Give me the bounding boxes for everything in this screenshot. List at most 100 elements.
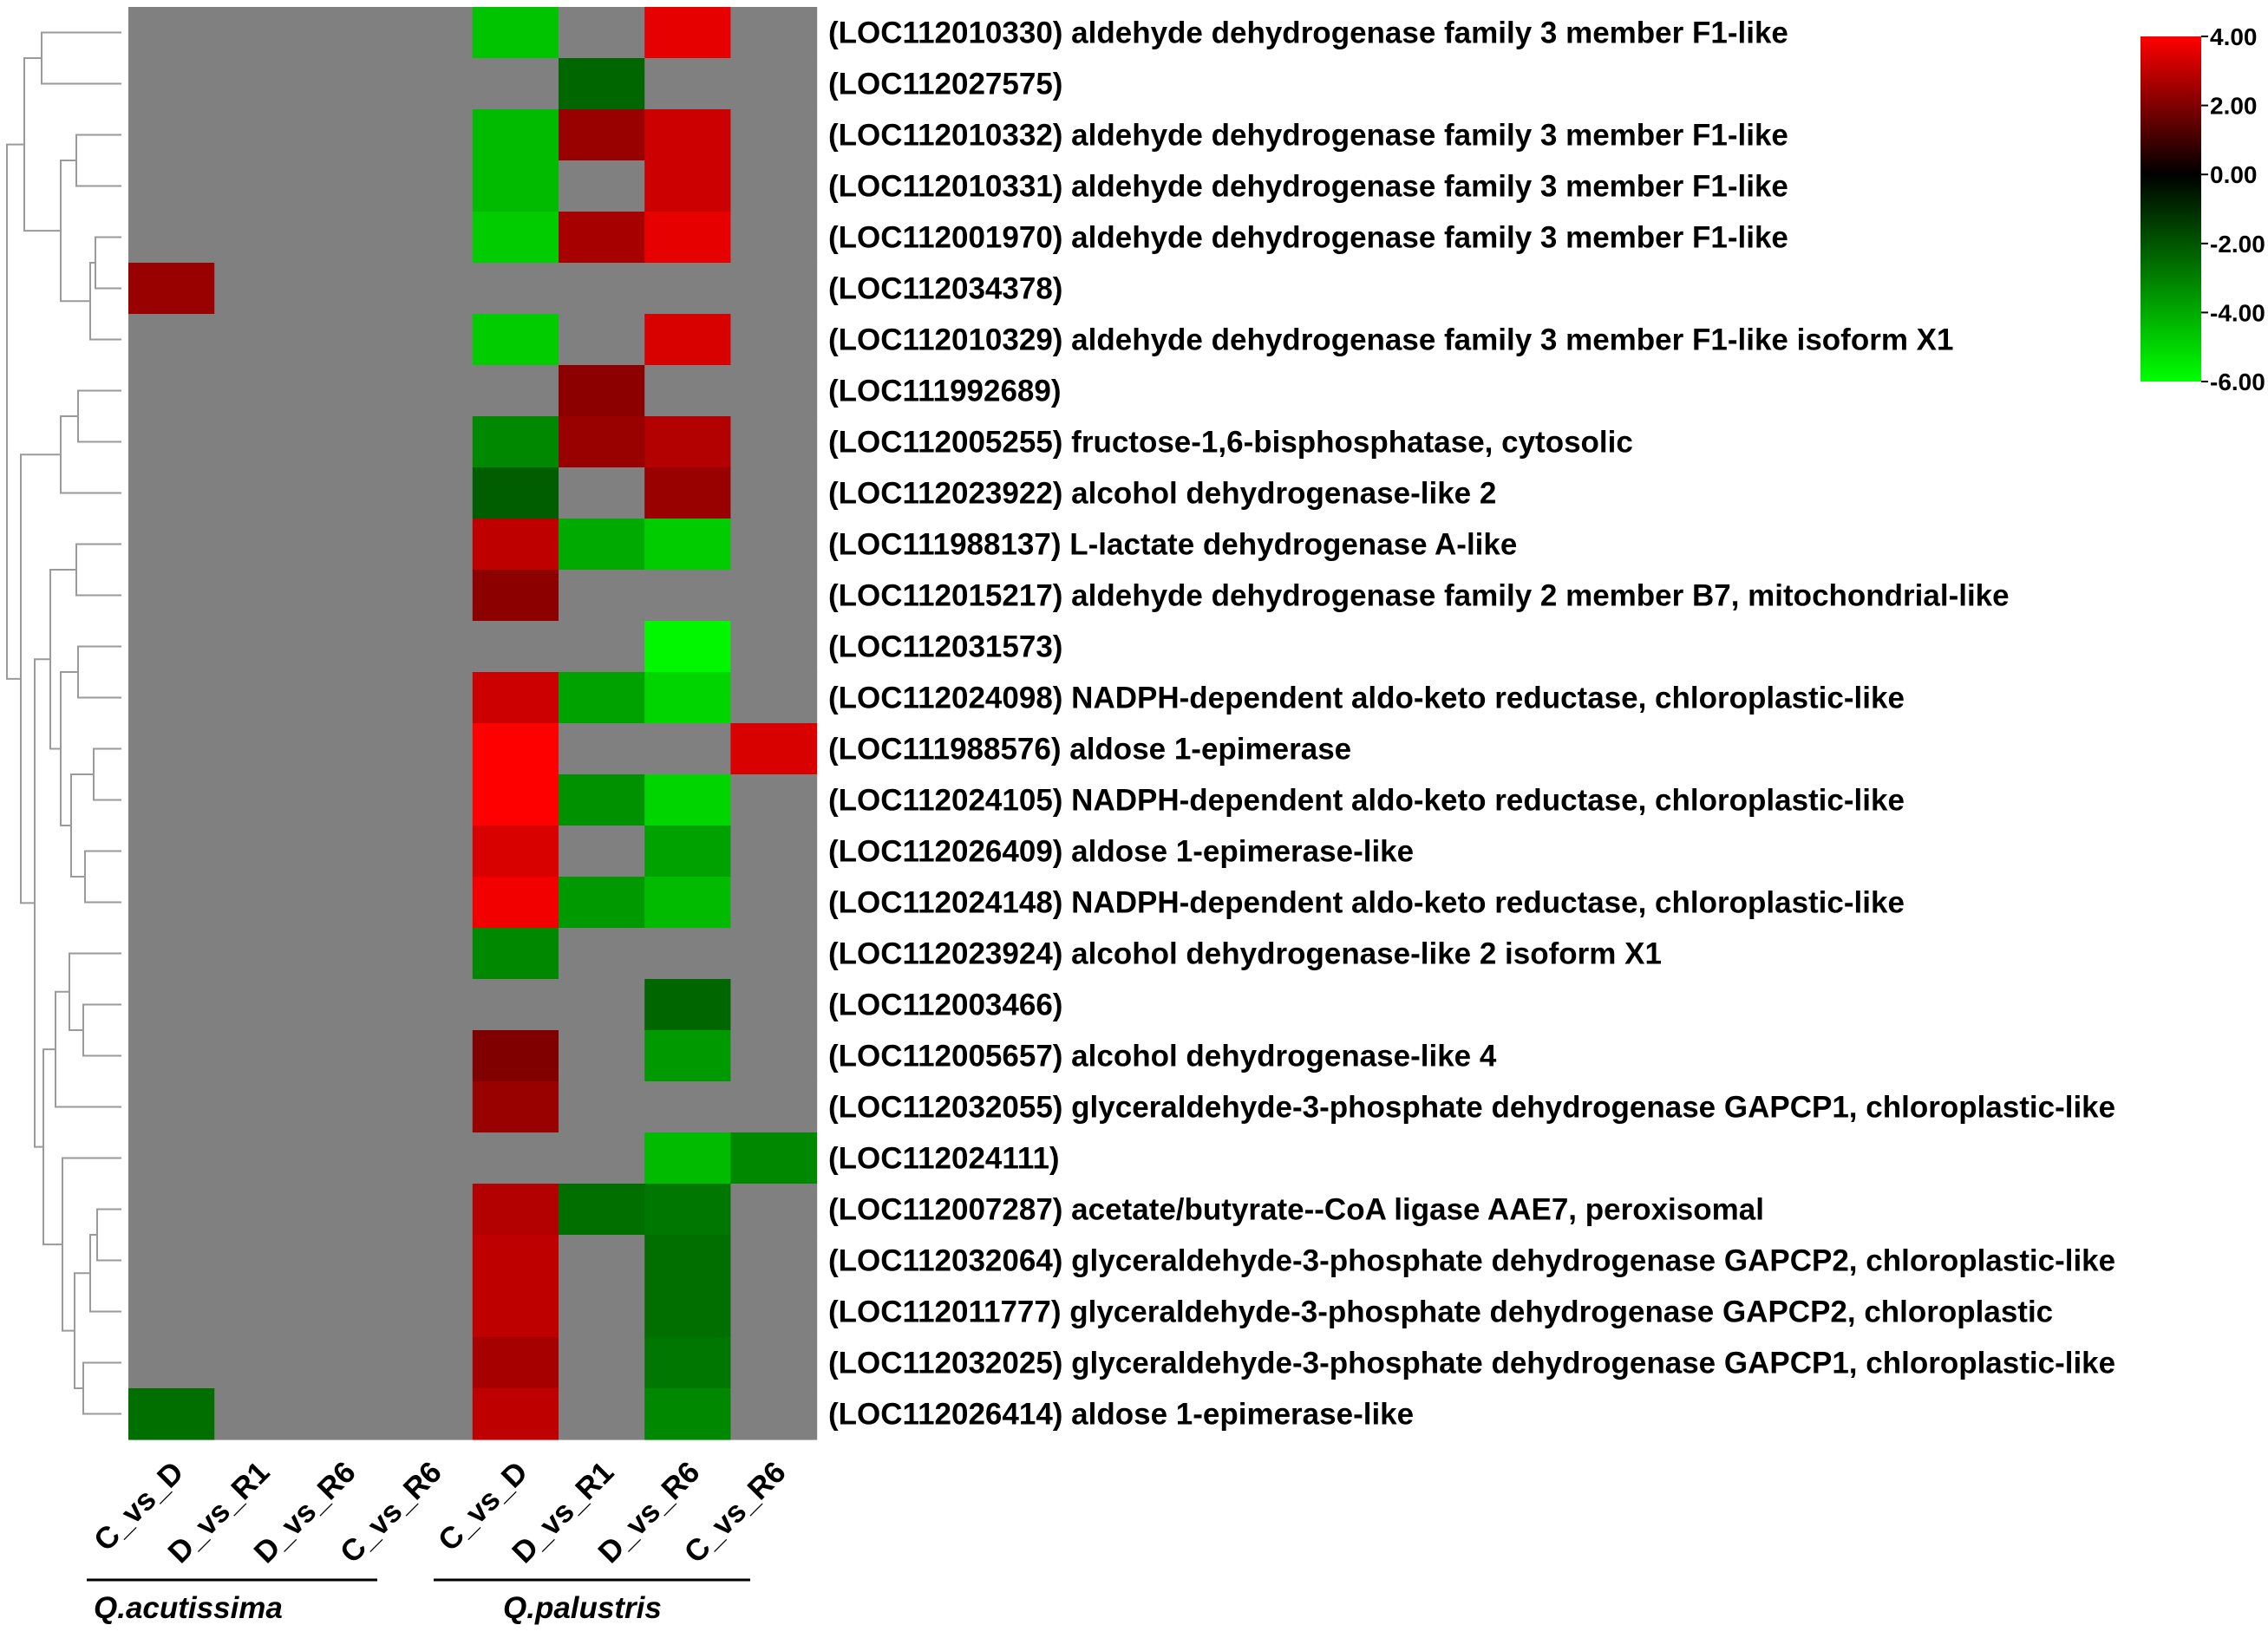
- row-dendrogram: [6, 31, 121, 1415]
- row-label: (LOC112007287) acetate/butyrate--CoA lig…: [828, 1193, 1764, 1227]
- heatmap-cell: [128, 826, 215, 878]
- heatmap-cell: [559, 570, 645, 622]
- heatmap-cell: [128, 570, 215, 622]
- heatmap-cell: [644, 58, 731, 110]
- heatmap-cell: [730, 7, 818, 59]
- heatmap-cell: [559, 1030, 645, 1082]
- heatmap-cell: [214, 877, 301, 929]
- heatmap-cell: [128, 263, 215, 315]
- heatmap-cell: [472, 1235, 559, 1287]
- dendrogram-branch: [84, 850, 121, 904]
- heatmap-cell: [644, 160, 731, 212]
- heatmap-cell: [300, 570, 388, 622]
- heatmap-cell: [214, 1081, 301, 1133]
- row-label: (LOC112032055) glyceraldehyde-3-phosphat…: [828, 1091, 2115, 1125]
- heatmap-cell: [386, 928, 474, 980]
- heatmap-cell: [128, 672, 215, 724]
- heatmap-cell: [472, 109, 559, 161]
- heatmap-cell: [386, 621, 474, 673]
- heatmap-cell: [300, 314, 388, 366]
- heatmap-cell: [300, 1132, 388, 1184]
- color-scale-legend: 4.00 2.00 0.00 -2.00 -4.00 -6.00: [2141, 23, 2265, 395]
- heatmap-cell: [644, 1081, 731, 1133]
- heatmap-cell: [386, 365, 474, 417]
- heatmap-cell: [559, 519, 645, 571]
- heatmap-cell: [644, 1337, 731, 1389]
- heatmap-cell: [472, 877, 559, 929]
- row-label: (LOC112010330) aldehyde dehydrogenase fa…: [828, 16, 1788, 50]
- row-label: (LOC112023922) alcohol dehydrogenase-lik…: [828, 477, 1496, 511]
- dendrogram-branch: [60, 415, 121, 494]
- heatmap-cell: [386, 1132, 474, 1184]
- heatmap-cell: [559, 7, 645, 59]
- heatmap-cell: [730, 1388, 818, 1440]
- heatmap-cell: [730, 1235, 818, 1287]
- heatmap-cell: [730, 519, 818, 571]
- heatmap-cell: [128, 1235, 215, 1287]
- heatmap-cell: [214, 1337, 301, 1389]
- heatmap-cell: [214, 314, 301, 366]
- heatmap-cell: [128, 58, 215, 110]
- heatmap-cell: [559, 416, 645, 468]
- heatmap-cell: [300, 416, 388, 468]
- row-label: (LOC112034378): [828, 272, 1062, 306]
- heatmap-cell: [386, 7, 474, 59]
- heatmap-cell: [386, 109, 474, 161]
- heatmap-cell: [214, 774, 301, 826]
- color-scale-label: -4.00: [2210, 299, 2265, 326]
- heatmap-cell: [559, 58, 645, 110]
- heatmap-cell: [730, 1030, 818, 1082]
- heatmap-cell: [644, 416, 731, 468]
- heatmap-cell: [472, 979, 559, 1031]
- heatmap-cell: [644, 877, 731, 929]
- heatmap-cell: [214, 416, 301, 468]
- heatmap-cell: [386, 826, 474, 878]
- heatmap-cell: [386, 1235, 474, 1287]
- heatmap-cell: [559, 979, 645, 1031]
- heatmap-cell: [730, 467, 818, 519]
- heatmap-cell: [559, 467, 645, 519]
- heatmap-cell: [472, 621, 559, 673]
- heatmap-cell: [214, 570, 301, 622]
- dendrogram-branch: [77, 389, 121, 443]
- heatmap-cell: [386, 979, 474, 1031]
- heatmap-cell: [472, 365, 559, 417]
- heatmap-cell: [730, 1286, 818, 1338]
- heatmap-cell: [472, 1081, 559, 1133]
- heatmap-cell: [472, 570, 559, 622]
- heatmap-cell: [730, 263, 818, 315]
- heatmap-cell: [644, 1235, 731, 1287]
- heatmap-cell: [386, 774, 474, 826]
- row-label: (LOC111992689): [828, 375, 1062, 408]
- heatmap-cell: [214, 212, 301, 264]
- heatmap-cell: [214, 1184, 301, 1236]
- dendrogram-branch: [82, 1003, 121, 1057]
- color-scale-label: 0.00: [2210, 161, 2258, 188]
- dendrogram-branch: [96, 1208, 121, 1262]
- heatmap-cell: [644, 1132, 731, 1184]
- heatmap-cell: [644, 467, 731, 519]
- heatmap-cell: [730, 314, 818, 366]
- heatmap-cell: [386, 1337, 474, 1389]
- heatmap-cell: [128, 1286, 215, 1338]
- heatmap-cell: [644, 774, 731, 826]
- row-label: (LOC112010329) aldehyde dehydrogenase fa…: [828, 323, 1953, 357]
- heatmap-cell: [730, 1132, 818, 1184]
- heatmap-cell: [730, 1081, 818, 1133]
- heatmap-cell: [644, 109, 731, 161]
- heatmap-cell: [214, 1286, 301, 1338]
- heatmap-cell: [386, 1081, 474, 1133]
- row-label: (LOC112026409) aldose 1-epimerase-like: [828, 835, 1414, 869]
- heatmap-cell: [214, 979, 301, 1031]
- heatmap-cell: [300, 1235, 388, 1287]
- color-scale-label: 4.00: [2210, 23, 2258, 50]
- dendrogram-branch: [60, 671, 78, 826]
- heatmap-cell: [730, 621, 818, 673]
- dendrogram-branch: [69, 952, 121, 1031]
- heatmap-cell: [472, 467, 559, 519]
- dendrogram-branch: [89, 1234, 121, 1313]
- heatmap-cell: [644, 1286, 731, 1338]
- heatmap-cell: [214, 519, 301, 571]
- heatmap-cell: [472, 314, 559, 366]
